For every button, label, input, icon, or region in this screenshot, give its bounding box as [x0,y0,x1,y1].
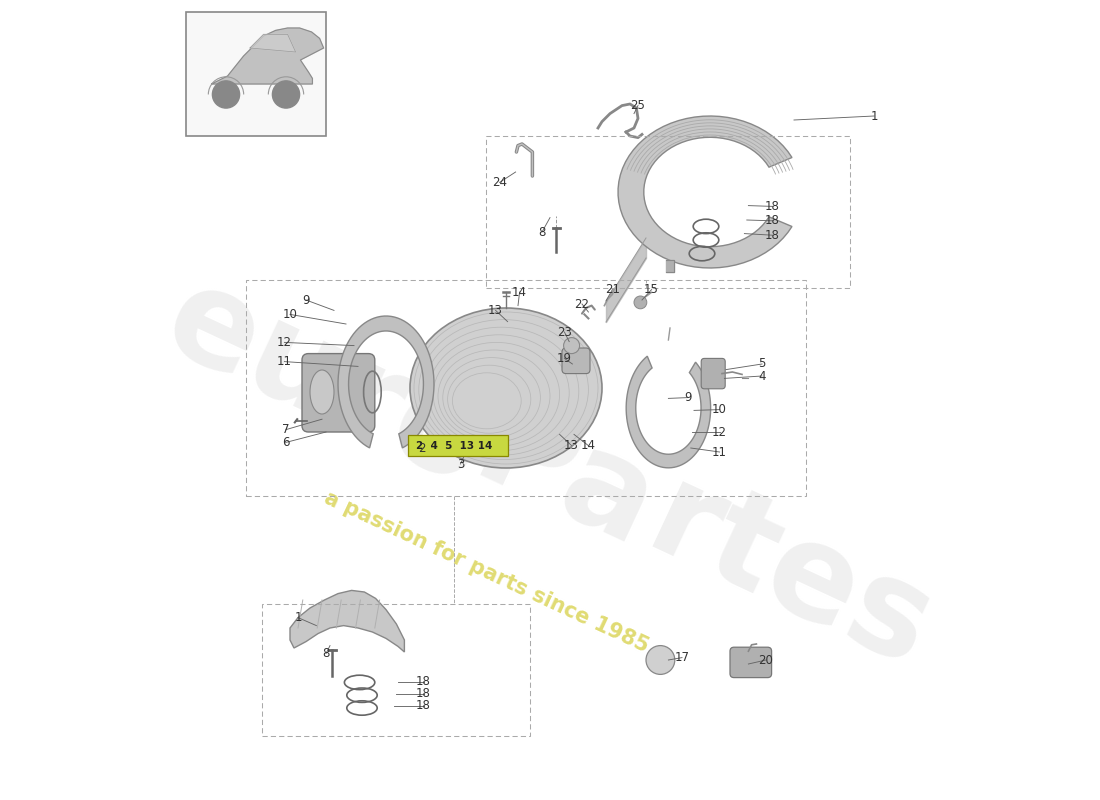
Text: 18: 18 [416,699,431,712]
Text: 18: 18 [764,200,780,213]
Text: Pa: Pa [456,384,675,576]
FancyBboxPatch shape [302,354,375,432]
Text: 21: 21 [605,283,620,296]
FancyBboxPatch shape [562,348,590,374]
Text: 11: 11 [277,355,292,368]
Text: 10: 10 [283,308,297,321]
Text: 2  4  5  13 14: 2 4 5 13 14 [417,441,493,450]
Text: 1: 1 [870,110,878,122]
Circle shape [212,81,240,108]
Text: 5: 5 [758,358,766,370]
Text: 14: 14 [581,439,596,452]
Text: 9: 9 [302,294,310,306]
Text: 18: 18 [764,229,780,242]
Text: 8: 8 [322,647,330,660]
Polygon shape [666,260,674,272]
Text: 6: 6 [283,436,289,449]
Polygon shape [290,590,405,652]
Text: 2: 2 [418,442,426,454]
Text: 14: 14 [513,286,527,298]
Text: 18: 18 [416,687,431,700]
Text: 25: 25 [630,99,646,112]
FancyBboxPatch shape [408,435,507,456]
Polygon shape [211,28,323,84]
Text: a passion for parts since 1985: a passion for parts since 1985 [320,488,651,656]
Text: 22: 22 [574,298,590,310]
FancyBboxPatch shape [186,12,326,136]
Text: rtes: rtes [629,456,952,696]
Text: 23: 23 [557,326,572,338]
Circle shape [646,646,674,674]
Text: 17: 17 [674,651,690,664]
Text: 13: 13 [488,304,503,317]
Ellipse shape [310,370,334,414]
Circle shape [634,296,647,309]
Polygon shape [626,356,711,468]
Text: 3: 3 [456,458,464,470]
Text: 15: 15 [645,283,659,296]
Circle shape [273,81,299,108]
Text: 12: 12 [712,426,727,438]
Text: 11: 11 [712,446,727,458]
Text: 19: 19 [557,352,572,365]
Text: 12: 12 [277,336,292,349]
FancyBboxPatch shape [701,358,725,389]
Text: 13: 13 [564,439,579,452]
Text: 20: 20 [759,654,773,666]
Text: 9: 9 [684,391,692,404]
Text: 18: 18 [416,675,431,688]
Polygon shape [338,316,434,448]
Polygon shape [618,116,792,268]
FancyBboxPatch shape [730,647,771,678]
Text: 18: 18 [764,214,780,227]
Text: 24: 24 [492,176,507,189]
Ellipse shape [410,308,602,468]
Text: 1: 1 [295,611,301,624]
Text: 4: 4 [758,370,766,382]
Circle shape [563,338,580,354]
Text: 10: 10 [712,403,727,416]
Text: 7: 7 [283,423,289,436]
Polygon shape [250,34,296,52]
Text: euro: euro [145,254,507,514]
Text: 8: 8 [538,226,546,238]
